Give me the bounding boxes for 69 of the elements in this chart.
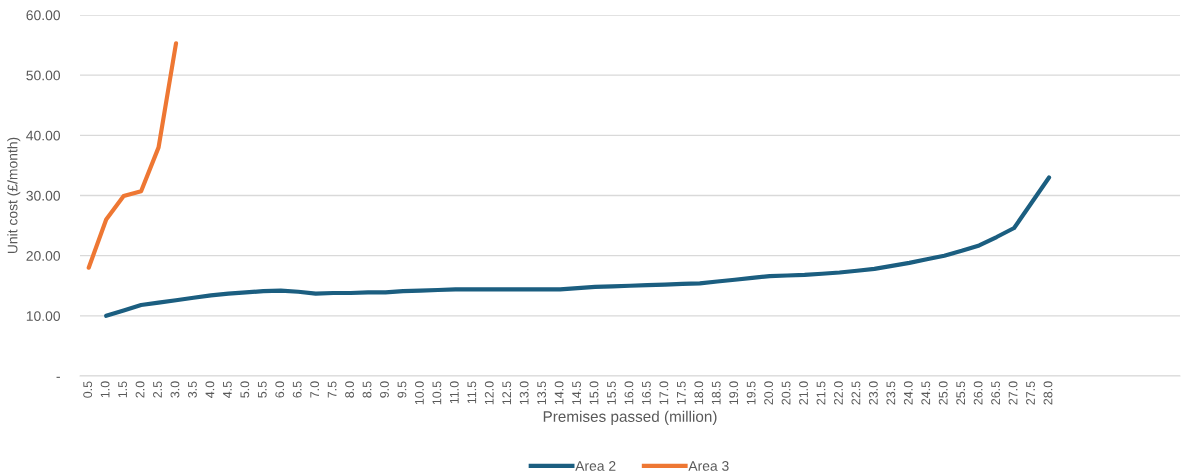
x-tick-label: 0.5 xyxy=(83,381,93,398)
x-tick-label: 21.5 xyxy=(816,381,826,405)
x-tick-label: 24.0 xyxy=(903,381,913,405)
x-tick-label: 4.5 xyxy=(223,381,232,398)
x-tick-label: 21.0 xyxy=(799,381,808,405)
x-tick-label: 10.0 xyxy=(414,381,424,405)
x-tick-label: 1.0 xyxy=(100,381,110,398)
legend-label: Area 3 xyxy=(688,461,729,471)
x-tick-label: 27.0 xyxy=(1008,381,1018,405)
x-tick-label: 7.5 xyxy=(327,381,337,398)
x-tick-label: 7.0 xyxy=(310,381,320,398)
x-tick-label: 19.5 xyxy=(746,381,756,405)
x-tick-label: 9.5 xyxy=(397,381,407,398)
y-axis-title: Unit cost (£/month) xyxy=(7,137,21,254)
y-tick-label: 20.00 xyxy=(26,251,61,261)
x-tick-label: 4.0 xyxy=(205,381,215,398)
x-tick-label: 25.0 xyxy=(938,381,948,405)
x-tick-label: 8.0 xyxy=(345,381,354,398)
x-tick-label: 8.5 xyxy=(362,381,372,398)
y-tick-label: 30.00 xyxy=(26,190,61,201)
x-tick-label: 14.5 xyxy=(572,381,581,405)
x-tick-label: 17.0 xyxy=(659,381,669,405)
y-tick-label: 60.00 xyxy=(26,10,61,21)
x-tick-label: 12.0 xyxy=(484,381,494,405)
x-tick-label: 22.0 xyxy=(834,381,843,405)
x-tick-label: 3.0 xyxy=(170,381,180,398)
x-tick-label: 23.5 xyxy=(886,381,896,405)
x-tick-label: 28.0 xyxy=(1043,381,1053,405)
x-tick-label: 26.5 xyxy=(991,381,1001,405)
x-tick-label: 10.5 xyxy=(432,381,442,405)
y-tick-label: - xyxy=(56,376,60,378)
legend-label: Area 2 xyxy=(575,461,616,471)
x-tick-label: 2.5 xyxy=(153,381,162,398)
x-tick-label: 13.0 xyxy=(519,381,529,405)
x-tick-label: 2.0 xyxy=(135,381,145,398)
x-tick-label: 16.5 xyxy=(641,381,651,405)
x-tick-label: 9.0 xyxy=(380,381,389,398)
x-tick-label: 25.5 xyxy=(956,381,966,405)
x-tick-label: 5.5 xyxy=(257,381,267,398)
x-tick-label: 26.0 xyxy=(973,381,983,405)
x-tick-label: 19.0 xyxy=(729,381,739,405)
x-tick-label: 12.5 xyxy=(502,381,512,405)
x-tick-label: 20.0 xyxy=(764,381,774,405)
x-tick-label: 23.0 xyxy=(868,381,878,405)
x-tick-label: 13.5 xyxy=(537,381,547,405)
y-tick-label: 10.00 xyxy=(26,311,61,321)
x-tick-label: 22.5 xyxy=(851,381,861,405)
x-tick-label: 20.5 xyxy=(781,381,791,405)
x-tick-label: 11.5 xyxy=(467,381,477,404)
x-tick-label: 18.0 xyxy=(694,381,704,405)
line-series xyxy=(104,175,1052,318)
x-tick-label: 15.5 xyxy=(607,381,616,405)
x-tick-label: 3.5 xyxy=(188,381,197,398)
x-tick-label: 1.5 xyxy=(118,381,128,398)
x-tick-label: 27.5 xyxy=(1026,381,1035,405)
x-tick-label: 6.5 xyxy=(292,381,302,398)
x-axis-title: Premises passed (million) xyxy=(543,410,717,425)
x-tick-label: 11.0 xyxy=(449,381,459,404)
y-tick-label: 40.00 xyxy=(26,130,61,141)
x-tick-label: 16.0 xyxy=(624,381,634,405)
x-tick-label: 6.0 xyxy=(275,381,285,398)
x-tick-label: 24.5 xyxy=(921,381,931,405)
x-tick-label: 5.0 xyxy=(240,381,250,398)
x-tick-label: 15.0 xyxy=(589,381,599,405)
x-tick-label: 17.5 xyxy=(677,381,686,405)
x-tick-label: 18.5 xyxy=(711,381,721,405)
x-tick-label: 14.0 xyxy=(554,381,564,405)
y-tick-label: 50.00 xyxy=(26,70,61,81)
line-series xyxy=(86,41,179,270)
